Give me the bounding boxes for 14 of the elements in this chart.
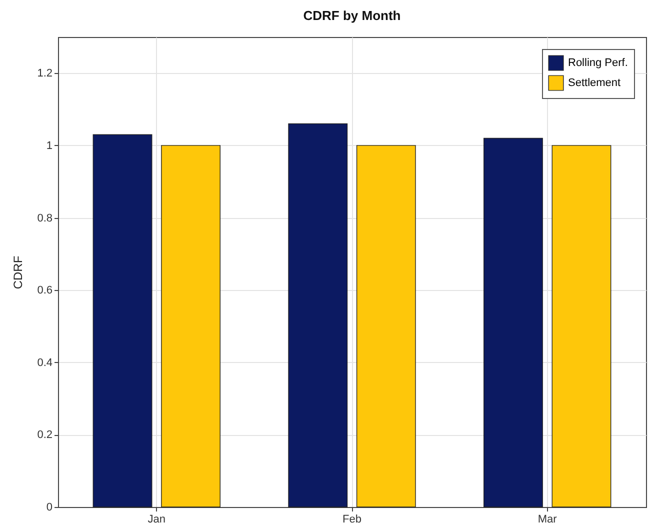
y-tick-label: 0.2 [37,429,52,442]
y-tick-label: 1 [46,140,52,152]
y-axis-title: CDRF [11,256,26,290]
legend-label: Rolling Perf. [568,57,628,69]
y-tick-label: 0 [46,502,52,514]
y-tick-label: 0.4 [37,356,52,369]
y-tick-label: 0.8 [37,212,52,224]
legend-label: Settlement [568,77,621,89]
y-tick-label: 1.2 [37,68,52,80]
x-tick-label: Mar [538,514,558,526]
x-tick-label: Jan [148,514,166,526]
chart-title: CDRF by Month [303,8,401,23]
x-tick-label: Feb [342,514,362,526]
y-tick-label: 0.6 [37,284,52,297]
